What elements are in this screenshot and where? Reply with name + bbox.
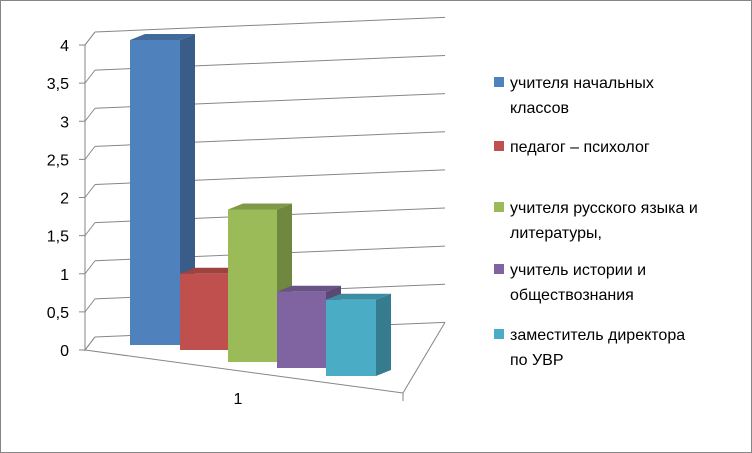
bar-top-2 xyxy=(180,267,243,274)
y-tick-label: 0 xyxy=(60,343,69,360)
legend-label-4: учитель истории и xyxy=(510,262,646,279)
gridline-side xyxy=(84,107,96,122)
bar-front-1 xyxy=(130,40,180,345)
legend-label-1: учителя начальных xyxy=(510,75,654,92)
bar-side-1 xyxy=(180,34,195,345)
bar-top-3 xyxy=(228,203,292,210)
bar-top-5 xyxy=(326,293,391,300)
legend-label-2: педагог – психолог xyxy=(510,139,650,156)
x-tick-label: 1 xyxy=(234,391,243,408)
legend-label-4: обществознания xyxy=(510,287,634,304)
gridline-back xyxy=(94,16,446,33)
gridline-side xyxy=(84,184,96,198)
bar-front-2 xyxy=(180,273,228,350)
y-tick-label: 4 xyxy=(60,38,69,55)
gridline-side xyxy=(84,146,96,160)
y-tick-label: 1,5 xyxy=(47,229,69,246)
floor-front-edge xyxy=(84,349,404,394)
legend-label-3: литературы, xyxy=(510,225,602,242)
y-tick-label: 3,5 xyxy=(47,76,69,93)
legend-label-5: по УВР xyxy=(510,352,564,369)
left-wall-outline xyxy=(84,45,96,352)
floor-right-edge xyxy=(402,322,446,394)
legend-swatch-1 xyxy=(494,77,504,87)
legend-label-5: заместитель директора xyxy=(510,327,685,344)
legend-swatch-4 xyxy=(494,264,504,274)
gridline-side xyxy=(84,222,96,236)
y-tick-label: 2,5 xyxy=(47,152,69,169)
legend-swatch-2 xyxy=(494,141,504,151)
gridline-side xyxy=(84,31,96,46)
bar-front-5 xyxy=(326,299,376,376)
legend-swatch-3 xyxy=(494,202,504,212)
bar-top-4 xyxy=(277,285,341,292)
bar-side-5 xyxy=(376,293,391,376)
gridline-side xyxy=(84,298,96,313)
gridline-side xyxy=(84,336,96,351)
y-tick-label: 1 xyxy=(60,267,69,284)
bar-front-4 xyxy=(277,291,326,368)
legend-label-1: классов xyxy=(510,100,569,117)
bar-top-1 xyxy=(130,34,195,40)
y-tick-label: 0,5 xyxy=(47,305,69,322)
legend-swatch-5 xyxy=(494,329,504,339)
legend-label-3: учителя русского языка и xyxy=(510,200,698,217)
bar-front-3 xyxy=(228,209,277,362)
y-tick-label: 2 xyxy=(60,191,69,208)
gridline-side xyxy=(84,69,96,84)
y-tick-label: 3 xyxy=(60,114,69,131)
gridline-side xyxy=(84,260,96,275)
